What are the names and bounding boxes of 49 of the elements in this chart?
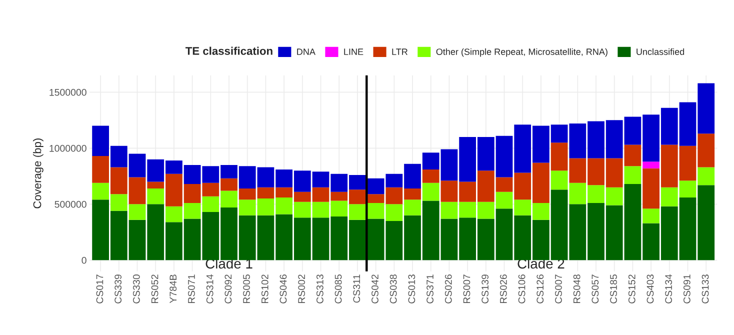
x-tick-label: CS013 [408, 274, 416, 304]
x-tick-label: CS314 [206, 274, 214, 304]
x-tick-label: CS133 [702, 274, 709, 304]
legend-title: TE classification [185, 46, 272, 55]
x-tick-label: CS057 [592, 274, 599, 304]
x-tick-label: RS071 [188, 274, 195, 304]
y-tick-label: 0 [82, 256, 86, 264]
x-tick-label: CS330 [132, 274, 140, 304]
x-tick-label: CS017 [96, 274, 104, 304]
x-tick-label: CS038 [390, 274, 397, 304]
x-tick-label: CS139 [482, 274, 489, 304]
y-tick-label: 1000000 [50, 144, 86, 152]
y-tick-label: 500000 [54, 200, 86, 208]
x-tick-label: CS046 [280, 274, 287, 304]
bar [642, 162, 660, 168]
x-tick-label: CS339 [114, 274, 122, 304]
legend-label: DNA [297, 48, 316, 55]
x-tick-label: Y784B [170, 274, 177, 304]
legend-label: LTR [392, 48, 408, 55]
x-tick-label: RS007 [463, 274, 470, 304]
legend-label: Other (Simple Repeat, Microsatellite, RNA) [436, 48, 608, 57]
x-tick-label: CS026 [444, 274, 452, 304]
y-axis-title: Coverage (bp) [33, 138, 44, 208]
x-tick-label: RS052 [151, 274, 158, 304]
x-tick-label: CS152 [628, 274, 636, 304]
x-tick-label: CS106 [518, 274, 526, 304]
x-tick-label: CS042 [372, 274, 378, 304]
x-tick-label: RS102 [261, 274, 268, 304]
x-tick-label: CS085 [334, 274, 342, 304]
x-tick-label: CS091 [683, 274, 690, 304]
x-tick-label: CS007 [555, 274, 562, 304]
x-tick-label: CS371 [426, 274, 434, 304]
x-tick-label: CS092 [224, 274, 232, 304]
x-tick-label: RS026 [500, 274, 507, 304]
bar [642, 208, 660, 224]
x-tick-label: RS005 [243, 274, 250, 304]
x-tick-label: CS134 [665, 274, 672, 304]
bar [147, 188, 164, 204]
x-tick-label: CS126 [536, 274, 544, 304]
legend-label: LINE [344, 48, 364, 55]
x-tick-label: CS311 [353, 274, 360, 303]
x-tick-label: CS403 [646, 274, 654, 304]
x-tick-label: CS313 [316, 274, 324, 304]
y-tick-label: 1500000 [50, 88, 86, 96]
x-tick-label: RS002 [298, 274, 306, 304]
legend-label: Unclassified [636, 48, 684, 55]
x-tick-label: CS185 [610, 274, 617, 304]
x-tick-label: RS048 [573, 274, 580, 304]
bar [624, 166, 642, 184]
